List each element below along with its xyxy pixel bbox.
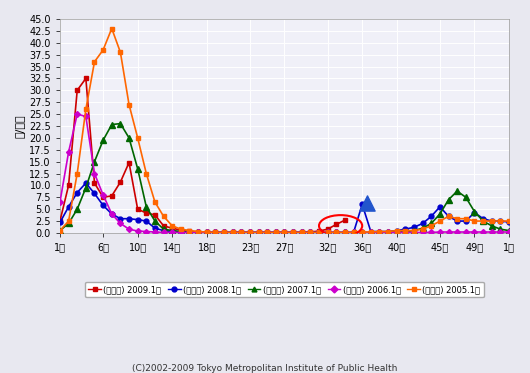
(東京都) 2009.1～ [152, 213, 158, 217]
(東京都) 2009.1～ [91, 181, 98, 185]
(東京都) 2009.1～ [65, 183, 72, 188]
(東京都) 2006.1～ [368, 230, 374, 235]
(東京都) 2009.1～ [247, 230, 253, 235]
(東京都) 2005.1～ [506, 219, 512, 223]
(東京都) 2009.1～ [187, 229, 193, 233]
(東京都) 2005.1～ [333, 230, 340, 235]
(東京都) 2007.1～ [359, 230, 365, 235]
(東京都) 2006.1～ [359, 230, 365, 235]
Line: (東京都) 2008.1～: (東京都) 2008.1～ [58, 181, 511, 235]
(東京都) 2009.1～ [204, 230, 210, 235]
(東京都) 2006.1～ [57, 200, 63, 204]
(東京都) 2007.1～ [342, 230, 348, 235]
(東京都) 2009.1～ [143, 211, 149, 215]
(東京都) 2005.1～ [419, 227, 426, 231]
(東京都) 2009.1～ [83, 76, 89, 81]
(東京都) 2005.1～ [359, 230, 365, 234]
(東京都) 2008.1～ [368, 229, 374, 234]
(東京都) 2005.1～ [109, 26, 115, 31]
(東京都) 2009.1～ [135, 207, 141, 211]
(東京都) 2006.1～ [333, 230, 340, 235]
Y-axis label: 人/定点: 人/定点 [15, 114, 25, 138]
(東京都) 2006.1～ [161, 230, 167, 235]
(東京都) 2009.1～ [307, 230, 314, 234]
(東京都) 2008.1～ [83, 181, 89, 185]
(東京都) 2009.1～ [178, 228, 184, 232]
(東京都) 2008.1～ [419, 221, 426, 226]
Line: (東京都) 2005.1～: (東京都) 2005.1～ [58, 26, 511, 235]
(東京都) 2008.1～ [506, 220, 512, 224]
(東京都) 2009.1～ [117, 180, 123, 184]
(東京都) 2009.1～ [74, 88, 81, 93]
(東京都) 2008.1～ [57, 220, 63, 225]
Point [363, 201, 371, 207]
(東京都) 2009.1～ [126, 160, 132, 165]
(東京都) 2009.1～ [161, 223, 167, 228]
(東京都) 2006.1～ [195, 230, 201, 235]
(東京都) 2007.1～ [117, 121, 123, 126]
(東京都) 2005.1～ [212, 230, 218, 235]
(東京都) 2008.1～ [342, 230, 348, 235]
(東京都) 2009.1～ [57, 219, 63, 223]
(東京都) 2005.1～ [187, 228, 193, 233]
(東京都) 2009.1～ [264, 230, 270, 235]
(東京都) 2008.1～ [333, 230, 340, 235]
(東京都) 2006.1～ [419, 230, 426, 235]
(東京都) 2007.1～ [419, 226, 426, 231]
(東京都) 2007.1～ [57, 228, 63, 233]
(東京都) 2009.1～ [238, 230, 244, 235]
(東京都) 2006.1～ [506, 230, 512, 234]
(東京都) 2009.1～ [100, 195, 107, 200]
(東京都) 2006.1～ [74, 112, 81, 116]
(東京都) 2008.1～ [195, 230, 201, 235]
(東京都) 2009.1～ [212, 230, 218, 235]
Line: (東京都) 2009.1～: (東京都) 2009.1～ [58, 76, 347, 235]
(東京都) 2009.1～ [272, 230, 279, 235]
(東京都) 2005.1～ [342, 230, 348, 235]
(東京都) 2009.1～ [333, 222, 340, 227]
(東京都) 2009.1～ [298, 230, 305, 235]
(東京都) 2009.1～ [169, 226, 175, 231]
(東京都) 2009.1～ [255, 230, 262, 235]
(東京都) 2005.1～ [57, 228, 63, 233]
(東京都) 2009.1～ [195, 230, 201, 234]
(東京都) 2009.1～ [290, 230, 296, 235]
Line: (東京都) 2006.1～: (東京都) 2006.1～ [58, 112, 511, 235]
(東京都) 2009.1～ [229, 230, 236, 235]
Legend: (東京都) 2009.1～, (東京都) 2008.1～, (東京都) 2007.1～, (東京都) 2006.1～, (東京都) 2005.1～: (東京都) 2009.1～, (東京都) 2008.1～, (東京都) 2007… [85, 282, 484, 297]
Text: (C)2002-2009 Tokyo Metropolitan Institute of Public Health: (C)2002-2009 Tokyo Metropolitan Institut… [132, 364, 398, 373]
(東京都) 2007.1～ [368, 230, 374, 235]
(東京都) 2009.1～ [281, 230, 288, 235]
(東京都) 2007.1～ [506, 228, 512, 233]
Line: (東京都) 2007.1～: (東京都) 2007.1～ [57, 121, 512, 235]
(東京都) 2008.1～ [359, 202, 365, 207]
(東京都) 2009.1～ [221, 230, 227, 235]
(東京都) 2009.1～ [316, 229, 322, 233]
(東京都) 2009.1～ [342, 218, 348, 222]
(東京都) 2009.1～ [109, 194, 115, 198]
(東京都) 2007.1～ [333, 230, 340, 235]
(東京都) 2007.1～ [195, 230, 201, 235]
(東京都) 2006.1～ [342, 230, 348, 235]
(東京都) 2005.1～ [368, 230, 374, 234]
(東京都) 2007.1～ [187, 230, 193, 234]
(東京都) 2009.1～ [324, 227, 331, 231]
(東京都) 2008.1～ [187, 230, 193, 234]
